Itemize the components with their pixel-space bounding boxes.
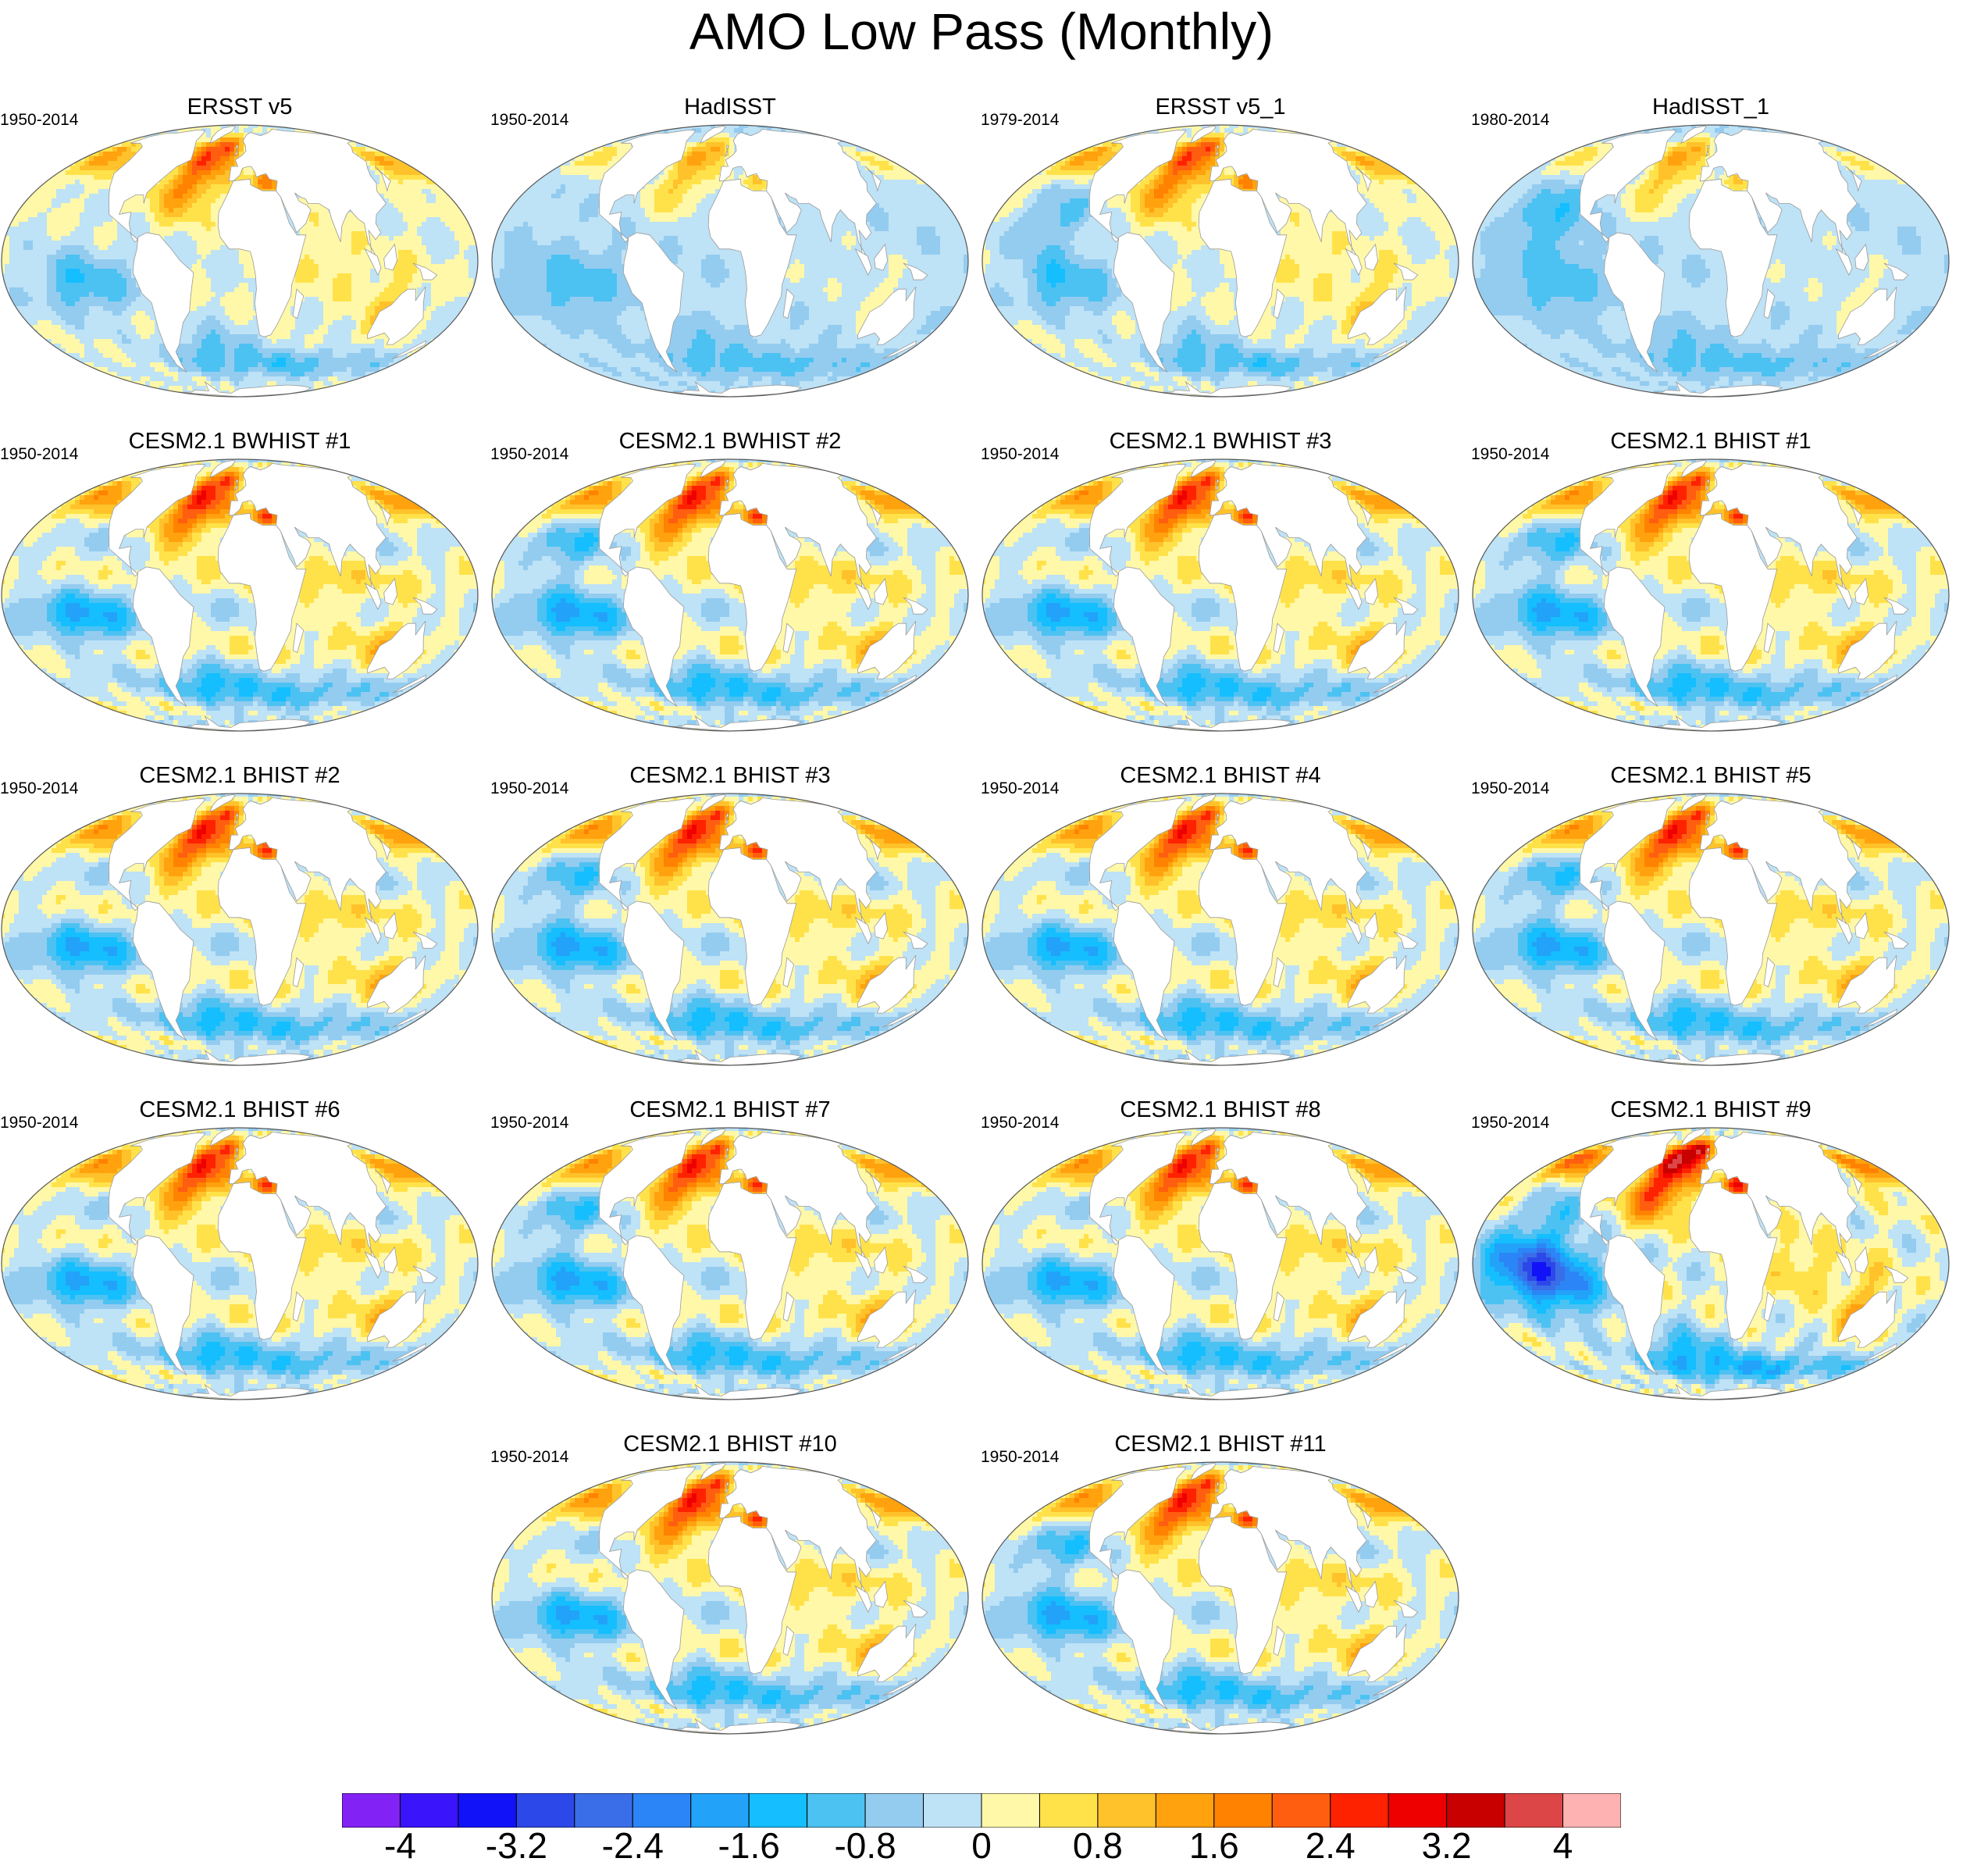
colorbar-tick-label: 2.4 [1284, 1824, 1377, 1867]
colorbar-swatch [807, 1793, 865, 1828]
colorbar-swatch [400, 1793, 458, 1828]
map-panel: CESM2.1 BHIST #4 1950-2014 [981, 762, 1460, 1067]
map-globe [490, 123, 970, 398]
colorbar-tick-label: -1.6 [702, 1824, 796, 1867]
map-panel: CESM2.1 BHIST #8 1950-2014 [981, 1097, 1460, 1401]
colorbar-tick-label: 0.8 [1051, 1824, 1145, 1867]
map-globe [981, 1460, 1460, 1735]
map-globe [490, 792, 970, 1067]
map-panel: HadISST 1950-2014 [490, 94, 970, 398]
map-panel: CESM2.1 BHIST #3 1950-2014 [490, 762, 970, 1067]
map-globe [981, 1126, 1460, 1401]
map-globe [981, 458, 1460, 733]
map-panel: ERSST v5 1950-2014 [0, 94, 479, 398]
map-globe [981, 123, 1460, 398]
map-globe [0, 458, 479, 733]
colorbar-tick-label: 3.2 [1400, 1824, 1494, 1867]
colorbar-swatch [1563, 1793, 1621, 1828]
colorbar-tick-label: -0.8 [818, 1824, 912, 1867]
colorbar-swatch [924, 1793, 981, 1828]
colorbar-tick-label: -4 [354, 1824, 447, 1867]
colorbar-swatch [981, 1793, 1039, 1828]
map-globe [490, 1126, 970, 1401]
colorbar [342, 1793, 1621, 1828]
map-panel: CESM2.1 BHIST #2 1950-2014 [0, 762, 479, 1067]
colorbar-swatch [342, 1793, 400, 1828]
map-panel: CESM2.1 BWHIST #2 1950-2014 [490, 428, 970, 733]
colorbar-tick-label: 4 [1516, 1824, 1610, 1867]
map-panel: CESM2.1 BHIST #9 1950-2014 [1471, 1097, 1951, 1401]
colorbar-swatch [865, 1793, 923, 1828]
colorbar-swatch [1447, 1793, 1505, 1828]
map-globe [981, 792, 1460, 1067]
map-globe [490, 458, 970, 733]
colorbar-swatch [458, 1793, 516, 1828]
colorbar-swatch [632, 1793, 690, 1828]
map-globe [1471, 123, 1951, 398]
colorbar-swatch [1331, 1793, 1388, 1828]
map-panel: CESM2.1 BHIST #6 1950-2014 [0, 1097, 479, 1401]
colorbar-swatch [1214, 1793, 1272, 1828]
colorbar-swatch [691, 1793, 749, 1828]
colorbar-swatch [1272, 1793, 1330, 1828]
colorbar-swatch [516, 1793, 574, 1828]
map-globe [0, 1126, 479, 1401]
colorbar-tick-label: -2.4 [586, 1824, 679, 1867]
figure-title: AMO Low Pass (Monthly) [0, 0, 1963, 62]
map-panel: CESM2.1 BHIST #11 1950-2014 [981, 1431, 1460, 1735]
map-panel: CESM2.1 BHIST #10 1950-2014 [490, 1431, 970, 1735]
colorbar-swatch [1388, 1793, 1446, 1828]
map-globe [1471, 458, 1951, 733]
map-panel: HadISST_1 1980-2014 [1471, 94, 1951, 398]
colorbar-tick-label: -3.2 [469, 1824, 563, 1867]
map-panel: ERSST v5_1 1979-2014 [981, 94, 1460, 398]
colorbar-swatch [1156, 1793, 1213, 1828]
map-panel: CESM2.1 BWHIST #1 1950-2014 [0, 428, 479, 733]
colorbar-swatch [575, 1793, 632, 1828]
colorbar-tick-label: 0 [935, 1824, 1028, 1867]
map-globe [0, 792, 479, 1067]
map-panel: CESM2.1 BHIST #1 1950-2014 [1471, 428, 1951, 733]
map-globe [490, 1460, 970, 1735]
colorbar-swatch [1505, 1793, 1562, 1828]
colorbar-swatch [749, 1793, 807, 1828]
map-globe [1471, 792, 1951, 1067]
map-panel: CESM2.1 BHIST #5 1950-2014 [1471, 762, 1951, 1067]
colorbar-tick-label: 1.6 [1167, 1824, 1261, 1867]
colorbar-swatch [1039, 1793, 1097, 1828]
colorbar-swatch [1098, 1793, 1156, 1828]
map-globe [1471, 1126, 1951, 1401]
map-panel: CESM2.1 BHIST #7 1950-2014 [490, 1097, 970, 1401]
map-panel: CESM2.1 BWHIST #3 1950-2014 [981, 428, 1460, 733]
map-globe [0, 123, 479, 398]
